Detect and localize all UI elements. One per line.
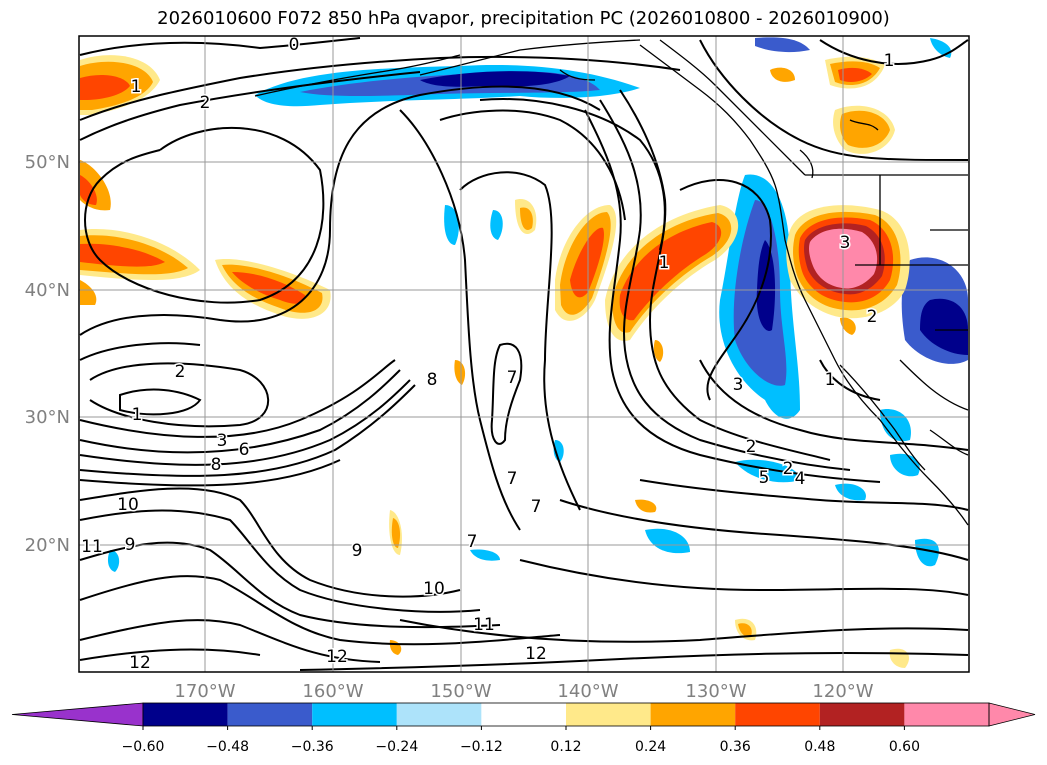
contour-label: 4 bbox=[795, 469, 806, 489]
contour-label: 10 bbox=[423, 579, 445, 599]
colorbar-box bbox=[396, 703, 482, 726]
contour-label: 6 bbox=[239, 440, 250, 460]
lon-label-130W: 130°W bbox=[685, 681, 746, 702]
contour-label: 1 bbox=[659, 253, 670, 273]
coastlines bbox=[254, 39, 969, 526]
contour-label: 12 bbox=[326, 647, 348, 667]
contour-label: 8 bbox=[427, 370, 438, 390]
contour-label: 7 bbox=[531, 497, 542, 517]
lat-label-20N: 20°N bbox=[25, 535, 70, 556]
lon-label-150W: 150°W bbox=[430, 681, 491, 702]
lon-label-160W: 160°W bbox=[302, 681, 363, 702]
contour-label: 7 bbox=[507, 368, 518, 388]
latitude-axis: 20°N 30°N 40°N 50°N bbox=[25, 152, 70, 556]
colorbar-tick-label: −0.60 bbox=[122, 739, 165, 755]
contour-label: 1 bbox=[131, 77, 142, 97]
lat-label-30N: 30°N bbox=[25, 407, 70, 428]
colorbar-extend-high bbox=[988, 702, 1036, 727]
colorbar-tick-label: 0.48 bbox=[804, 739, 835, 755]
colorbar-tick-label: 0.60 bbox=[889, 739, 920, 755]
colorbar-box bbox=[819, 703, 905, 726]
contour-label: 11 bbox=[473, 615, 495, 635]
contour-label: 7 bbox=[507, 469, 518, 489]
map-frame bbox=[78, 35, 970, 673]
colorbar-box bbox=[650, 703, 736, 726]
colorbar-tick-label: −0.12 bbox=[460, 739, 503, 755]
contour-label: 2 bbox=[746, 437, 757, 457]
lat-label-40N: 40°N bbox=[25, 280, 70, 301]
contour-label: 2 bbox=[175, 362, 186, 382]
contour-label: 0 bbox=[289, 35, 300, 55]
contour-label: 1 bbox=[884, 51, 895, 71]
colorbar-box bbox=[312, 703, 397, 726]
contour-label: 2 bbox=[783, 459, 794, 479]
colorbar-box bbox=[566, 703, 651, 726]
map-background bbox=[79, 36, 969, 672]
colorbar-tick-label: 0.36 bbox=[720, 739, 751, 755]
contour-label: 10 bbox=[117, 495, 139, 515]
lon-label-140W: 140°W bbox=[557, 681, 618, 702]
contour-label: 9 bbox=[352, 541, 363, 561]
contour-label: 2 bbox=[867, 307, 878, 327]
lon-label-170W: 170°W bbox=[174, 681, 235, 702]
lon-label-120W: 120°W bbox=[812, 681, 873, 702]
contour-label: 2 bbox=[200, 93, 211, 113]
contour-label: 12 bbox=[129, 653, 151, 673]
contour-label: 12 bbox=[525, 644, 547, 664]
colorbar-extend-low bbox=[11, 702, 144, 727]
colorbar-tick-label: 0.24 bbox=[635, 739, 666, 755]
contour-label: 3 bbox=[217, 431, 228, 451]
colorbar-tick-label: −0.36 bbox=[291, 739, 334, 755]
colorbar-tick-label: −0.24 bbox=[375, 739, 418, 755]
contour-label: 9 bbox=[125, 535, 136, 555]
colorbar-box bbox=[143, 703, 228, 726]
chart-title: 2026010600 F072 850 hPa qvapor, precipit… bbox=[157, 8, 890, 29]
longitude-axis: 170°W 160°W 150°W 140°W 130°W 120°W bbox=[174, 681, 873, 702]
contour-label: 1 bbox=[132, 405, 143, 425]
contour-label: 1 bbox=[825, 370, 836, 390]
contour-label: 11 bbox=[81, 537, 103, 557]
contour-label: 3 bbox=[733, 375, 744, 395]
lat-label-50N: 50°N bbox=[25, 152, 70, 173]
colorbar-tick-label: 0.12 bbox=[550, 739, 581, 755]
contour-label: 5 bbox=[759, 468, 770, 488]
gridlines bbox=[79, 36, 969, 672]
contour-label: 3 bbox=[840, 233, 851, 253]
colorbar-tick-label: −0.48 bbox=[206, 739, 249, 755]
colorbar-box bbox=[481, 703, 566, 726]
colorbar: −0.60 −0.48 −0.36 −0.24 −0.12 0.12 0.24 0.36 0.4… bbox=[11, 702, 1036, 755]
contour-label: 8 bbox=[211, 455, 222, 475]
colorbar-box bbox=[735, 703, 820, 726]
colorbar-box bbox=[904, 703, 989, 726]
colorbar-box bbox=[227, 703, 313, 726]
contour-label: 7 bbox=[467, 532, 478, 552]
